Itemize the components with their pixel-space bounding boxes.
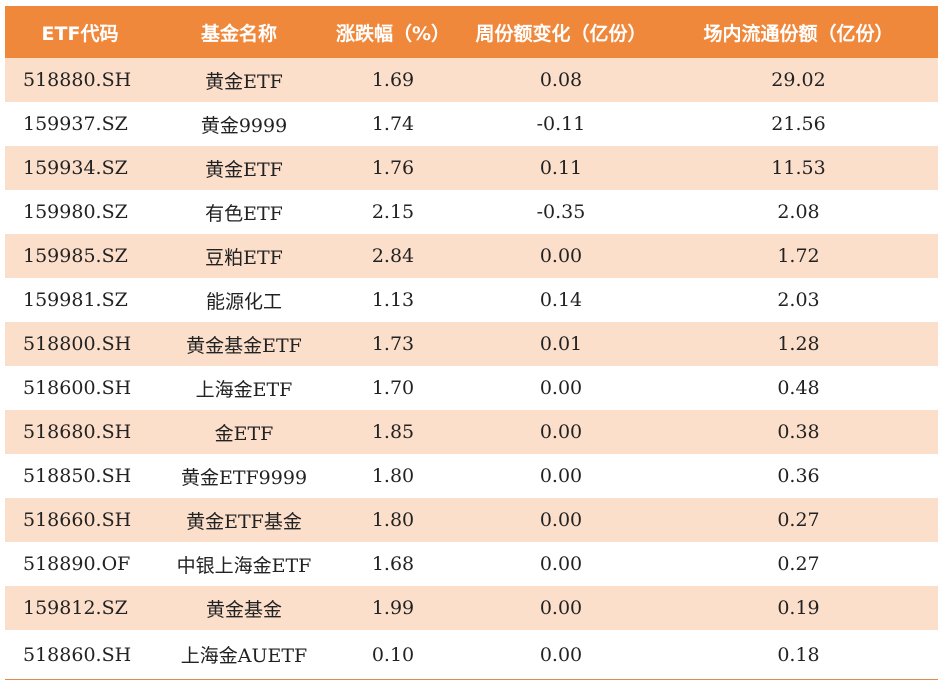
cell-fund-name: 上海金ETF xyxy=(195,378,293,401)
cell-change-pct: 1.99 xyxy=(371,597,415,619)
table-row: 518860.SH 上海金AUETF 0.10 0.00 0.18 xyxy=(5,630,938,680)
cell-fund-name: 黄金ETF9999 xyxy=(180,466,308,489)
cell-change-pct: 2.15 xyxy=(371,201,415,223)
cell-etf-code: 518850.SH xyxy=(23,465,132,487)
cell-etf-code: 518860.SH xyxy=(23,643,132,666)
cell-fund-name: 黄金ETF xyxy=(205,158,283,181)
cell-etf-code: 159934.SZ xyxy=(23,157,128,179)
cell-fund-name: 黄金9999 xyxy=(200,114,288,137)
cell-etf-code: 518660.SH xyxy=(23,509,132,531)
cell-change-pct: 1.70 xyxy=(371,377,415,399)
cell-circulating-shares: 0.48 xyxy=(777,377,820,399)
cell-weekly-share-change: -0.11 xyxy=(536,113,586,135)
cell-change-pct: 1.80 xyxy=(371,509,415,531)
cell-circulating-shares: 29.02 xyxy=(771,69,826,91)
cell-etf-code: 518880.SH xyxy=(23,69,132,91)
cell-circulating-shares: 0.18 xyxy=(777,643,820,666)
cell-circulating-shares: 0.27 xyxy=(777,553,820,575)
cell-circulating-shares: 1.72 xyxy=(777,245,820,267)
cell-circulating-shares: 2.08 xyxy=(777,201,820,223)
cell-etf-code: 159812.SZ xyxy=(23,597,128,619)
header-weekly-share-change: 周份额变化（亿份） xyxy=(475,22,647,45)
cell-etf-code: 159937.SZ xyxy=(23,113,128,135)
cell-circulating-shares: 0.38 xyxy=(777,421,820,443)
cell-change-pct: 1.69 xyxy=(371,69,415,91)
header-change-pct: 涨跌幅（%） xyxy=(335,22,451,45)
cell-circulating-shares: 11.53 xyxy=(771,157,826,179)
cell-weekly-share-change: 0.14 xyxy=(539,289,583,311)
cell-weekly-share-change: 0.08 xyxy=(539,69,583,91)
cell-etf-code: 159985.SZ xyxy=(23,245,128,267)
cell-circulating-shares: 21.56 xyxy=(771,113,826,135)
table-header: ETF代码 基金名称 涨跌幅（%） 周份额变化（亿份） 场内流通份额（亿份） xyxy=(5,6,938,58)
cell-fund-name: 豆粕ETF xyxy=(205,246,283,269)
cell-weekly-share-change: 0.11 xyxy=(539,157,583,179)
cell-change-pct: 0.10 xyxy=(371,643,415,666)
table-row: 159980.SZ 有色ETF 2.15 -0.35 2.08 xyxy=(5,190,938,234)
cell-weekly-share-change: 0.00 xyxy=(539,553,583,575)
cell-weekly-share-change: 0.00 xyxy=(539,421,583,443)
table-row: 518800.SH 黄金基金ETF 1.73 0.01 1.28 xyxy=(5,322,938,366)
cell-fund-name: 上海金AUETF xyxy=(180,645,308,667)
cell-weekly-share-change: 0.00 xyxy=(539,377,583,399)
cell-fund-name: 黄金基金ETF xyxy=(186,334,302,357)
cell-circulating-shares: 0.36 xyxy=(777,465,820,487)
cell-weekly-share-change: 0.00 xyxy=(539,597,583,619)
cell-fund-name: 金ETF xyxy=(214,422,274,445)
table-row: 159934.SZ 黄金ETF 1.76 0.11 11.53 xyxy=(5,146,938,190)
cell-change-pct: 2.84 xyxy=(371,245,415,267)
cell-weekly-share-change: 0.01 xyxy=(539,333,583,355)
cell-change-pct: 1.68 xyxy=(371,553,415,575)
cell-circulating-shares: 0.27 xyxy=(777,509,820,531)
table-row: 518600.SH 上海金ETF 1.70 0.00 0.48 xyxy=(5,366,938,410)
table-row: 159812.SZ 黄金基金 1.99 0.00 0.19 xyxy=(5,586,938,630)
table-row: 159985.SZ 豆粕ETF 2.84 0.00 1.72 xyxy=(5,234,938,278)
header-etf-code: ETF代码 xyxy=(41,22,119,45)
cell-fund-name: 黄金基金 xyxy=(205,598,282,621)
table-row: 159981.SZ 能源化工 1.13 0.14 2.03 xyxy=(5,278,938,322)
cell-weekly-share-change: 0.00 xyxy=(539,465,583,487)
cell-etf-code: 518800.SH xyxy=(23,333,132,355)
cell-change-pct: 1.74 xyxy=(371,113,415,135)
cell-etf-code: 159981.SZ xyxy=(23,289,128,311)
table-row: 518880.SH 黄金ETF 1.69 0.08 29.02 xyxy=(5,58,938,102)
cell-circulating-shares: 2.03 xyxy=(777,289,820,311)
cell-fund-name: 能源化工 xyxy=(205,290,282,313)
cell-circulating-shares: 0.19 xyxy=(777,597,820,619)
cell-fund-name: 有色ETF xyxy=(205,202,283,225)
cell-change-pct: 1.76 xyxy=(371,157,415,179)
cell-change-pct: 1.85 xyxy=(371,421,415,443)
header-fund-name: 基金名称 xyxy=(200,22,277,45)
cell-change-pct: 1.73 xyxy=(371,333,415,355)
cell-fund-name: 黄金ETF xyxy=(205,70,283,93)
cell-weekly-share-change: 0.00 xyxy=(539,245,583,267)
cell-weekly-share-change: -0.35 xyxy=(536,201,586,223)
table-row: 518660.SH 黄金ETF基金 1.80 0.00 0.27 xyxy=(5,498,938,542)
cell-etf-code: 518600.SH xyxy=(23,377,132,399)
cell-fund-name: 黄金ETF基金 xyxy=(186,510,302,533)
table-row: 518850.SH 黄金ETF9999 1.80 0.00 0.36 xyxy=(5,454,938,498)
cell-circulating-shares: 1.28 xyxy=(777,333,820,355)
cell-etf-code: 518680.SH xyxy=(23,421,132,443)
cell-etf-code: 518890.OF xyxy=(23,553,131,575)
table-row: 159937.SZ 黄金9999 1.74 -0.11 21.56 xyxy=(5,102,938,146)
header-circulating-shares: 场内流通份额（亿份） xyxy=(703,22,894,45)
cell-weekly-share-change: 0.00 xyxy=(539,509,583,531)
cell-change-pct: 1.80 xyxy=(371,465,415,487)
etf-table: ETF代码 基金名称 涨跌幅（%） 周份额变化（亿份） 场内流通份额（亿份） 5… xyxy=(5,6,938,680)
table-body: 518880.SH 黄金ETF 1.69 0.08 29.02 159937.SZ 黄金99… xyxy=(5,58,938,680)
table-row: 518890.OF 中银上海金ETF 1.68 0.00 0.27 xyxy=(5,542,938,586)
cell-etf-code: 159980.SZ xyxy=(23,201,128,223)
table-row: 518680.SH 金ETF 1.85 0.00 0.38 xyxy=(5,410,938,454)
cell-weekly-share-change: 0.00 xyxy=(539,643,583,666)
cell-change-pct: 1.13 xyxy=(371,289,415,311)
cell-fund-name: 中银上海金ETF xyxy=(176,554,312,577)
